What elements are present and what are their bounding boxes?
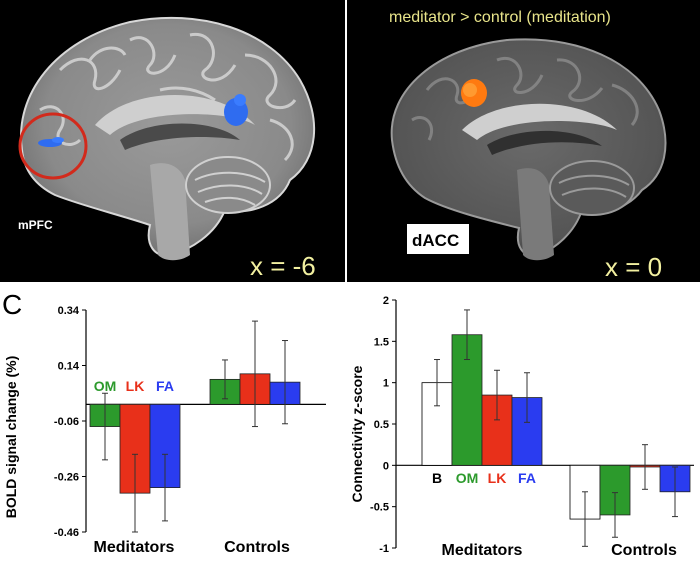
y-tick-label: -1 — [379, 543, 389, 555]
coord-label-left: x = -6 — [250, 251, 316, 281]
brain-sagittal-left: mPFC x = -6 — [0, 0, 345, 282]
bar-lk-meditators — [481, 394, 513, 466]
group-label-meditators: Meditators — [94, 539, 175, 556]
y-tick-label: -0.06 — [54, 416, 79, 428]
chart-bold-signal: C BOLD signal change (%) 0.34 0.14 -0.06 -0… — [0, 284, 348, 566]
y-axis-label-d: Connectivity z-score — [350, 365, 365, 502]
y-tick-label: 0.14 — [58, 361, 80, 373]
y-tick-label: 1.5 — [374, 336, 389, 348]
series-label-lk: LK — [488, 470, 507, 486]
y-tick-label: -0.26 — [54, 472, 79, 484]
series-label-om: OM — [94, 378, 117, 394]
y-tick-label: 0 — [383, 460, 389, 472]
series-label-om: OM — [456, 470, 479, 486]
coord-label-right: x = 0 — [605, 252, 662, 282]
chart-connectivity-svg: Connectivity z-score 2 1.5 1 0.5 0 -0.5 -1 B OM… — [349, 295, 694, 559]
region-label-dacc: dACC — [412, 231, 459, 250]
y-tick-label: 2 — [383, 295, 389, 307]
bar-fa-meditators — [149, 403, 181, 488]
group-label-controls: Controls — [611, 542, 677, 559]
y-tick-label: 1 — [383, 378, 389, 390]
panel-label-c: C — [2, 289, 22, 320]
y-axis-label-c: BOLD signal change (%) — [3, 356, 19, 519]
y-tick-label: 0.34 — [58, 305, 80, 317]
group-label-meditators: Meditators — [442, 542, 523, 559]
series-label-fa: FA — [156, 378, 174, 394]
brain-sagittal-right: meditator > control (meditation) dACC x … — [347, 0, 700, 282]
roi-circle — [18, 112, 88, 180]
y-tick-label: 0.5 — [374, 419, 389, 431]
contrast-title: meditator > control (meditation) — [389, 9, 611, 26]
series-label-lk: LK — [126, 378, 145, 394]
region-label-mpfc: mPFC — [18, 218, 53, 232]
brain-image-left: mPFC x = -6 — [0, 0, 345, 282]
y-tick-label: -0.46 — [54, 527, 79, 539]
chart-bold-signal-svg: C BOLD signal change (%) 0.34 0.14 -0.06 -0… — [2, 289, 326, 556]
group-label-controls: Controls — [224, 539, 290, 556]
brain-image-right: meditator > control (meditation) dACC x … — [347, 0, 700, 282]
chart-connectivity: Connectivity z-score 2 1.5 1 0.5 0 -0.5 -1 B OM… — [349, 284, 700, 566]
y-tick-label: -0.5 — [370, 502, 389, 514]
series-label-b: B — [432, 470, 442, 486]
series-label-fa: FA — [518, 470, 536, 486]
